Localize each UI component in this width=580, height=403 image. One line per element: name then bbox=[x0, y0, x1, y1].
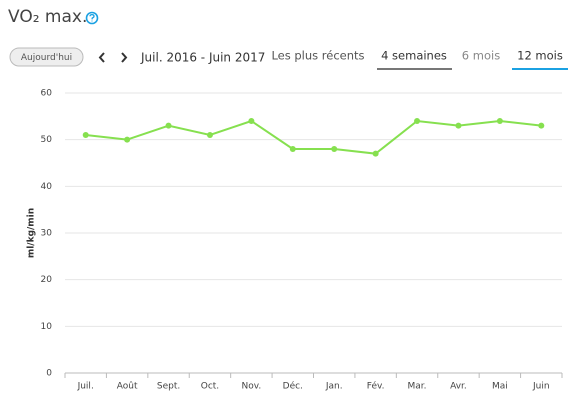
x-tick-label: Sept. bbox=[157, 382, 180, 392]
page-title: VO₂ max. bbox=[8, 7, 87, 27]
data-point bbox=[372, 150, 379, 157]
x-tick-label: Août bbox=[117, 382, 138, 392]
help-icon[interactable] bbox=[85, 11, 99, 25]
data-point bbox=[496, 118, 503, 124]
today-label: Aujourd'hui bbox=[21, 53, 72, 63]
y-tick-label: 40 bbox=[41, 182, 53, 192]
x-tick-label: Déc. bbox=[283, 381, 303, 392]
y-tick-label: 30 bbox=[41, 229, 53, 239]
y-tick-label: 0 bbox=[46, 369, 52, 379]
date-range: Juil. 2016 - Juin 2017 bbox=[140, 51, 265, 65]
tab[interactable]: Les plus récents bbox=[271, 49, 364, 63]
y-tick-label: 60 bbox=[41, 89, 53, 99]
tab[interactable]: 4 semaines bbox=[381, 49, 447, 63]
data-point bbox=[206, 132, 213, 138]
x-tick-label: Jan. bbox=[325, 382, 343, 392]
x-tick-label: Oct. bbox=[201, 382, 219, 392]
x-tick-label: Avr. bbox=[450, 382, 467, 392]
data-point bbox=[455, 122, 462, 129]
data-point bbox=[538, 122, 545, 129]
prev-arrow[interactable] bbox=[98, 52, 105, 63]
data-point bbox=[331, 146, 338, 152]
next-arrow[interactable] bbox=[121, 52, 128, 63]
y-tick-label: 20 bbox=[41, 275, 53, 285]
data-point bbox=[414, 118, 421, 124]
tab[interactable]: 6 mois bbox=[462, 49, 500, 63]
tab[interactable]: 12 mois bbox=[517, 49, 563, 63]
x-tick-label: Mar. bbox=[408, 382, 427, 392]
data-line bbox=[85, 119, 542, 155]
data-point bbox=[82, 132, 89, 138]
x-tick-label: Fév. bbox=[367, 381, 385, 392]
y-tick-label: 10 bbox=[41, 322, 53, 332]
data-point bbox=[165, 122, 172, 129]
x-tick-label: Mai bbox=[492, 382, 508, 392]
data-point bbox=[248, 118, 255, 124]
today-button[interactable]: Aujourd'hui bbox=[9, 47, 84, 67]
x-tick-label: Nov. bbox=[242, 382, 262, 392]
y-tick-label: 50 bbox=[41, 135, 53, 145]
data-point bbox=[124, 136, 131, 143]
x-tick-label: Juin bbox=[532, 382, 550, 392]
x-tick-label: Juil. bbox=[77, 382, 94, 392]
data-point bbox=[289, 146, 296, 152]
y-axis-title: ml/kg/min bbox=[27, 208, 37, 258]
